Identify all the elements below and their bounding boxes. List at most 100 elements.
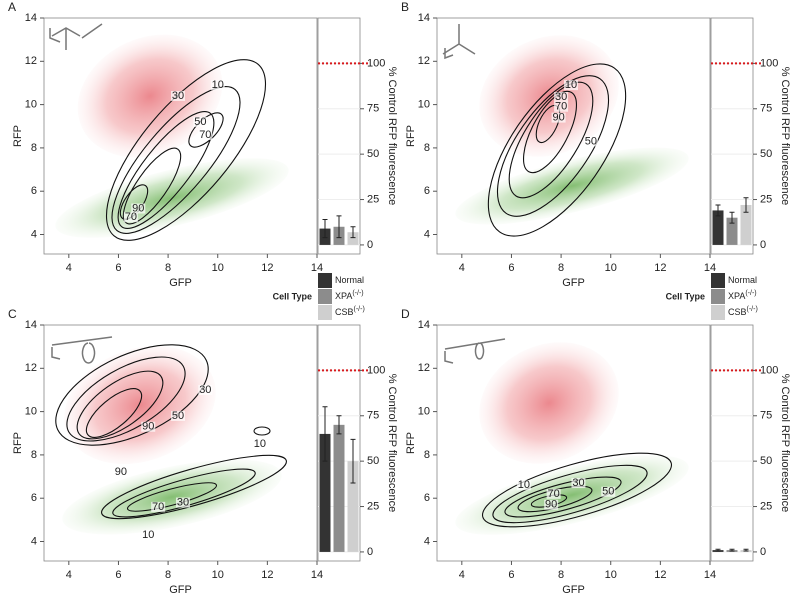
error-bar bbox=[743, 197, 749, 213]
contour-label-bg bbox=[564, 80, 579, 91]
gfp-density bbox=[455, 147, 689, 225]
y-tick-label: 50 bbox=[367, 455, 379, 467]
legend-label: XPA(-/-) bbox=[728, 290, 757, 302]
contour-label: 50 bbox=[602, 486, 614, 498]
contour-label-bg bbox=[554, 92, 569, 103]
error-bar bbox=[715, 548, 721, 552]
contour-line bbox=[66, 356, 186, 442]
contour-label: 10 bbox=[142, 529, 154, 541]
contour-label-bg bbox=[546, 488, 561, 499]
bar bbox=[712, 210, 724, 245]
y-tick-label: 8 bbox=[31, 142, 37, 154]
bar-panel: 0 25 50 75 100% Control RFP fluorescence Cell… bbox=[273, 17, 398, 320]
contour-label: 30 bbox=[199, 384, 211, 396]
bar-plot-area bbox=[710, 324, 754, 562]
y-tick-label: 8 bbox=[31, 449, 37, 461]
contour-label: 50 bbox=[194, 116, 206, 128]
bar bbox=[347, 232, 359, 245]
y-axis-label: RFP bbox=[12, 432, 24, 454]
error-bar bbox=[322, 219, 328, 239]
legend-swatch bbox=[318, 273, 332, 288]
contour-label: 30 bbox=[572, 477, 584, 489]
contour-label: 90 bbox=[545, 499, 557, 511]
x-tick-label: 10 bbox=[212, 569, 224, 581]
legend-name: CSB bbox=[335, 307, 354, 317]
y-tick-label: 8 bbox=[424, 142, 430, 154]
legend-name: XPA bbox=[728, 291, 745, 301]
contour-label-bg bbox=[544, 499, 559, 510]
y-tick-label: 100 bbox=[760, 364, 778, 376]
y-axis-label: % Control RFP fluorescence bbox=[386, 67, 398, 206]
bar-panel: 0 25 50 75 100% Control RFP fluorescence bbox=[317, 324, 398, 562]
y-tick-label: 4 bbox=[424, 535, 430, 547]
legend-name: CSB bbox=[728, 307, 747, 317]
contour-line bbox=[122, 147, 182, 225]
contour-line bbox=[101, 454, 287, 520]
legend-label: XPA(-/-) bbox=[335, 290, 364, 302]
panel-label: D bbox=[401, 307, 410, 321]
contour-label-bg bbox=[123, 212, 138, 223]
x-tick-label: 14 bbox=[311, 569, 323, 581]
legend-title: Cell Type bbox=[666, 291, 705, 301]
contour-line bbox=[117, 110, 215, 230]
y-tick-label: 14 bbox=[418, 319, 430, 331]
x-tick-label: 8 bbox=[165, 569, 171, 581]
y-tick-label: 10 bbox=[418, 406, 430, 418]
y-tick-label: 50 bbox=[760, 148, 772, 160]
y-tick-label: 25 bbox=[367, 193, 379, 205]
y-tick-label: 25 bbox=[760, 500, 772, 512]
legend-superscript: (-/-) bbox=[747, 306, 758, 313]
y-tick-label: 25 bbox=[760, 193, 772, 205]
legend-swatch bbox=[711, 289, 725, 304]
contour-line bbox=[126, 482, 218, 512]
legend-label: CSB(-/-) bbox=[728, 306, 758, 318]
x-axis-label: GFP bbox=[169, 584, 192, 596]
contour-line bbox=[487, 63, 627, 237]
contour-line bbox=[492, 464, 648, 524]
contour-label: 90 bbox=[132, 202, 144, 214]
contour-label: 90 bbox=[552, 112, 564, 124]
x-tick-label: 14 bbox=[311, 262, 323, 274]
x-tick-label: 8 bbox=[558, 262, 564, 274]
contour-label: 10 bbox=[254, 438, 266, 450]
x-tick-label: 10 bbox=[212, 262, 224, 274]
contour-label-bg bbox=[151, 501, 166, 512]
y-tick-label: 25 bbox=[367, 500, 379, 512]
y-tick-label: 12 bbox=[418, 362, 430, 374]
y-axis-label: % Control RFP fluorescence bbox=[779, 374, 791, 513]
y-tick-label: 75 bbox=[760, 410, 772, 422]
error-bar bbox=[322, 406, 328, 462]
construct-icon bbox=[444, 338, 506, 364]
x-tick-label: 8 bbox=[165, 262, 171, 274]
legend-swatch bbox=[711, 305, 725, 320]
gfp-density bbox=[455, 455, 689, 535]
x-tick-label: 6 bbox=[508, 262, 514, 274]
gfp-density bbox=[62, 459, 282, 535]
contour-label-bg bbox=[141, 421, 156, 432]
panel-label: A bbox=[8, 0, 16, 14]
x-axis-label: GFP bbox=[562, 277, 585, 289]
contour-label: 30 bbox=[177, 496, 189, 508]
legend-swatch bbox=[318, 305, 332, 320]
legend-title: Cell Type bbox=[273, 291, 312, 301]
y-axis-label: RFP bbox=[405, 125, 417, 147]
contour-label-bg bbox=[210, 80, 225, 91]
x-tick-label: 8 bbox=[558, 569, 564, 581]
y-tick-label: 6 bbox=[424, 185, 430, 197]
contour-line bbox=[76, 370, 164, 440]
y-tick-label: 14 bbox=[418, 12, 430, 24]
bar bbox=[347, 461, 359, 552]
bar-panel: 0 25 50 75 100% Control RFP fluorescence Cell… bbox=[666, 17, 791, 320]
y-tick-label: 4 bbox=[31, 535, 37, 547]
y-tick-label: 4 bbox=[424, 228, 430, 240]
contour-line bbox=[253, 426, 271, 436]
y-tick-label: 50 bbox=[367, 148, 379, 160]
error-bar bbox=[336, 215, 342, 239]
y-tick-label: 10 bbox=[418, 99, 430, 111]
contour-label-bg bbox=[252, 439, 267, 450]
x-tick-label: 4 bbox=[66, 262, 72, 274]
